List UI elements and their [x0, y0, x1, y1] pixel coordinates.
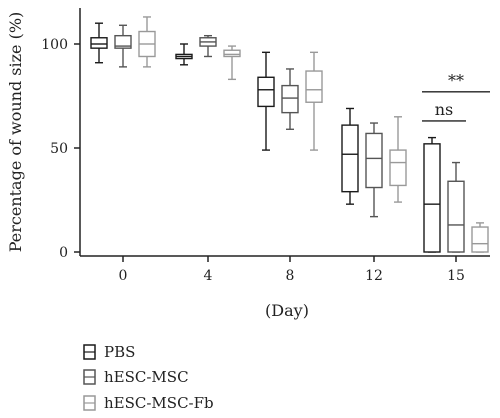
significance-label: ns	[435, 100, 454, 119]
iqr-box	[114, 34, 132, 49]
box-12	[341, 107, 359, 205]
legend-label: hESC-MSC-Fb	[104, 394, 214, 412]
box-12	[365, 122, 383, 218]
box-0	[138, 16, 156, 68]
legend-label: PBS	[104, 343, 135, 361]
box-8	[305, 51, 323, 151]
x-tick-label: 8	[286, 268, 295, 284]
y-axis-label: Percentage of wound size (%)	[6, 12, 25, 253]
box-15	[471, 222, 489, 253]
box-8	[281, 68, 299, 130]
significance-label: **	[448, 71, 464, 90]
iqr-box	[471, 226, 489, 253]
legend-label: hESC-MSC	[104, 368, 189, 386]
x-tick-label: 4	[204, 268, 213, 284]
series-2	[114, 24, 465, 253]
box-4	[199, 34, 217, 58]
x-tick-label: 12	[365, 268, 383, 284]
iqr-box	[341, 124, 359, 193]
iqr-box	[447, 180, 465, 253]
box-0	[114, 24, 132, 68]
iqr-box	[90, 37, 108, 49]
box-8	[257, 51, 275, 151]
box-series	[90, 16, 489, 253]
iqr-box	[423, 143, 441, 253]
iqr-box	[257, 76, 275, 108]
box-0	[90, 22, 108, 64]
axes	[79, 8, 490, 257]
iqr-box	[305, 70, 323, 103]
y-ticks: 0 50 100	[41, 37, 80, 261]
box-4	[223, 45, 241, 81]
box-12	[389, 116, 407, 203]
series-3	[138, 16, 489, 253]
iqr-box	[223, 49, 241, 58]
iqr-box	[281, 84, 299, 114]
x-tick-label: 15	[447, 268, 465, 284]
iqr-box	[365, 132, 383, 189]
y-tick-label: 100	[41, 37, 68, 53]
y-tick-label: 50	[50, 141, 68, 157]
x-ticks: 0 4 8 12 15	[119, 256, 465, 284]
iqr-box	[389, 149, 407, 187]
box-4	[175, 43, 193, 66]
legend: PBS hESC-MSC hESC-MSC-Fb	[83, 343, 214, 412]
box-15	[423, 136, 441, 253]
legend-item: hESC-MSC-Fb	[83, 394, 214, 412]
x-axis-label: (Day)	[265, 301, 309, 320]
significance-annotations: ns **	[422, 71, 490, 122]
legend-item: PBS	[83, 343, 135, 361]
series-1	[90, 22, 441, 253]
legend-item: hESC-MSC	[83, 368, 189, 386]
y-tick-label: 0	[59, 245, 68, 261]
x-tick-label: 0	[119, 268, 128, 284]
box-15	[447, 161, 465, 253]
